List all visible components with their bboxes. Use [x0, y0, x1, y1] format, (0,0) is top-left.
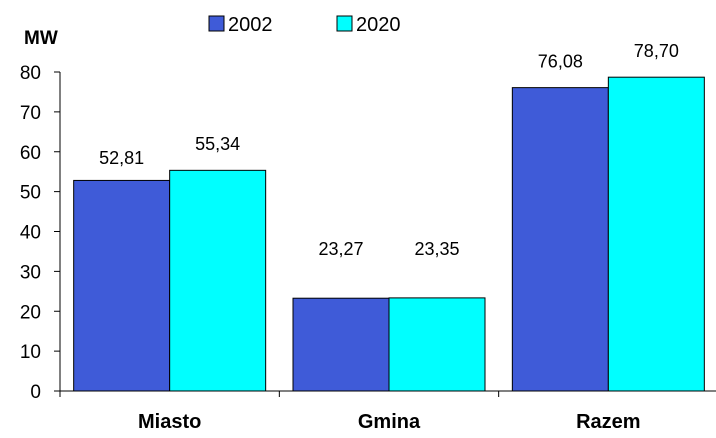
legend-label-2020: 2020 — [356, 14, 401, 36]
y-tick-label: 30 — [20, 262, 41, 283]
bar-2002-razem — [511, 87, 609, 392]
x-category-label: Miasto — [138, 411, 201, 433]
legend-swatch-2002 — [208, 15, 225, 32]
legend: 2002 2020 — [208, 14, 401, 36]
bars — [73, 76, 705, 392]
data-label: 55,34 — [195, 134, 240, 154]
y-tick-label: 50 — [20, 183, 41, 204]
y-tick-label: 80 — [20, 63, 41, 84]
data-label: 23,35 — [414, 239, 459, 259]
bar-2020-razem — [607, 76, 705, 392]
bar-2002-miasto — [73, 179, 171, 392]
y-tick-label: 20 — [20, 302, 41, 323]
y-tick-label: 60 — [20, 143, 41, 164]
y-tick-label: 40 — [20, 223, 41, 244]
bar-2002-gmina — [292, 297, 390, 392]
x-category-label: Razem — [576, 411, 640, 433]
y-axis-unit-label: MW — [24, 28, 58, 49]
legend-swatch-2020 — [336, 15, 353, 32]
x-category-label: Gmina — [358, 411, 421, 433]
legend-label-2002: 2002 — [228, 14, 273, 36]
y-tick-label: 10 — [20, 342, 41, 363]
data-label: 78,70 — [634, 41, 679, 61]
y-tick-label: 70 — [20, 103, 41, 124]
x-axis: Miasto Gmina Razem — [59, 390, 716, 433]
data-label: 52,81 — [99, 148, 144, 168]
bar-2020-gmina — [388, 297, 486, 392]
y-tick-label: 0 — [30, 382, 41, 403]
data-labels: 52,81 55,34 23,27 23,35 76,08 78,70 — [99, 41, 679, 259]
data-label: 76,08 — [538, 52, 583, 72]
data-label: 23,27 — [318, 239, 363, 259]
bar-2020-miasto — [169, 169, 267, 392]
y-axis: 0 10 20 30 40 50 60 70 80 — [20, 63, 61, 403]
